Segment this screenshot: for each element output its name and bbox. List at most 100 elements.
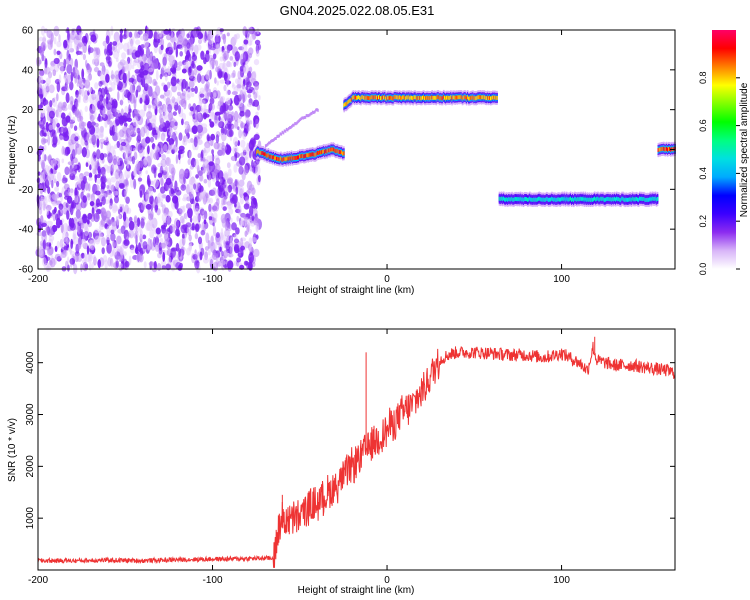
heatmap-noise-cell [194,159,200,169]
heatmap-noise-cell [255,222,259,233]
heatmap-noise-cell [80,121,87,127]
heatmap-noise-cell [98,168,102,176]
heatmap-noise-cell [134,30,138,39]
heatmap-noise-cell [53,25,60,37]
heatmap-noise-cell [92,151,97,159]
heatmap-noise-cell [86,75,90,86]
spectrogram-x-tick-label: 0 [384,274,390,285]
heatmap-noise-cell [89,93,94,105]
heatmap-noise-cell [185,211,188,220]
heatmap-noise-cell [240,121,244,129]
heatmap-noise-cell [138,242,141,253]
heatmap-noise-cell [63,39,68,49]
heatmap-noise-cell [98,224,104,231]
heatmap-noise-cell [74,39,77,50]
heatmap-noise-cell [115,172,120,184]
heatmap-noise-cell [42,84,45,95]
heatmap-noise-cell [234,51,240,62]
heatmap-noise-cell [118,257,122,262]
heatmap-noise-cell [39,71,45,77]
heatmap-noise-cell [93,66,100,73]
heatmap-noise-cell [243,214,247,220]
heatmap-noise-cell [157,263,162,271]
heatmap-noise-cell [258,95,261,101]
heatmap-noise-cell [253,59,260,66]
heatmap-noise-cell [99,202,103,207]
heatmap-noise-cell [164,74,168,82]
heatmap-noise-cell [171,175,175,181]
heatmap-noise-cell [167,256,172,265]
heatmap-noise-cell [53,48,57,56]
heatmap-noise-cell [129,93,136,104]
heatmap-noise-cell [119,32,123,43]
heatmap-noise-cell [46,30,53,39]
heatmap-noise-cell [84,32,89,43]
heatmap-noise-cell [71,164,78,170]
heatmap-noise-cell [167,65,171,76]
heatmap-noise-cell [72,228,77,239]
heatmap-noise-cell [48,246,54,256]
heatmap-noise-cell [82,195,87,203]
heatmap-noise-cell [135,89,139,98]
heatmap-noise-cell [254,39,261,46]
heatmap-noise-cell [38,76,44,86]
heatmap-noise-cell [138,81,141,89]
heatmap-noise-cell [200,247,205,256]
heatmap-noise-cell [118,214,122,219]
heatmap-noise-cell [242,26,248,36]
heatmap-noise-cell [147,84,151,96]
heatmap-noise-cell [179,262,183,269]
heatmap-noise-cell [79,175,82,180]
heatmap-noise-cell [74,146,78,155]
heatmap-noise-cell [110,229,115,234]
spectrogram-y-tick-label: -20 [19,185,34,196]
heatmap-noise-cell [246,180,253,191]
heatmap-noise-cell [217,170,224,180]
heatmap-noise-cell [115,118,120,127]
heatmap-noise-cell [106,49,112,56]
heatmap-noise-cell [212,217,217,224]
heatmap-noise-cell [116,140,121,149]
spectrogram-x-tick-label: -100 [203,274,223,285]
heatmap-noise-cell [205,71,210,80]
heatmap-noise-cell [120,99,124,106]
heatmap-noise-cell [98,80,103,87]
heatmap-noise-cell [128,255,132,266]
heatmap-noise-cell [194,232,199,240]
heatmap-noise-cell [215,66,220,73]
heatmap-noise-cell [69,222,76,231]
heatmap-noise-cell [168,130,174,136]
heatmap-noise-cell [87,176,93,181]
heatmap-noise-cell [100,166,106,176]
heatmap-noise-cell [155,69,159,81]
heatmap-noise-cell [150,149,154,160]
heatmap-noise-cell [75,89,79,98]
heatmap-noise-cell [162,251,166,262]
heatmap-noise-cell [250,146,254,152]
heatmap-noise-cell [208,107,211,114]
heatmap-noise-cell [73,125,78,131]
heatmap-noise-cell [203,36,207,44]
heatmap-noise-cell [187,139,191,144]
heatmap-noise-cell [238,165,244,175]
heatmap-noise-cell [188,243,193,252]
heatmap-noise-cell [140,126,146,138]
heatmap-noise-cell [82,261,89,272]
heatmap-noise-cell [218,95,226,102]
heatmap-noise-cell [178,105,181,115]
heatmap-noise-cell [121,125,128,131]
heatmap-noise-cell [47,71,53,79]
heatmap-noise-cell [207,46,212,51]
heatmap-noise-cell [43,132,47,137]
heatmap-noise-cell [98,128,101,139]
heatmap-noise-cell [254,217,260,224]
heatmap-noise-cell [122,211,127,222]
heatmap-noise-cell [36,231,43,237]
heatmap-noise-cell [216,90,221,99]
heatmap-noise-cell [234,147,237,152]
spectrogram-y-tick-label: 60 [22,26,34,37]
heatmap-noise-cell [209,69,212,80]
heatmap-noise-cell [203,210,208,220]
heatmap-noise-cell [225,242,230,251]
